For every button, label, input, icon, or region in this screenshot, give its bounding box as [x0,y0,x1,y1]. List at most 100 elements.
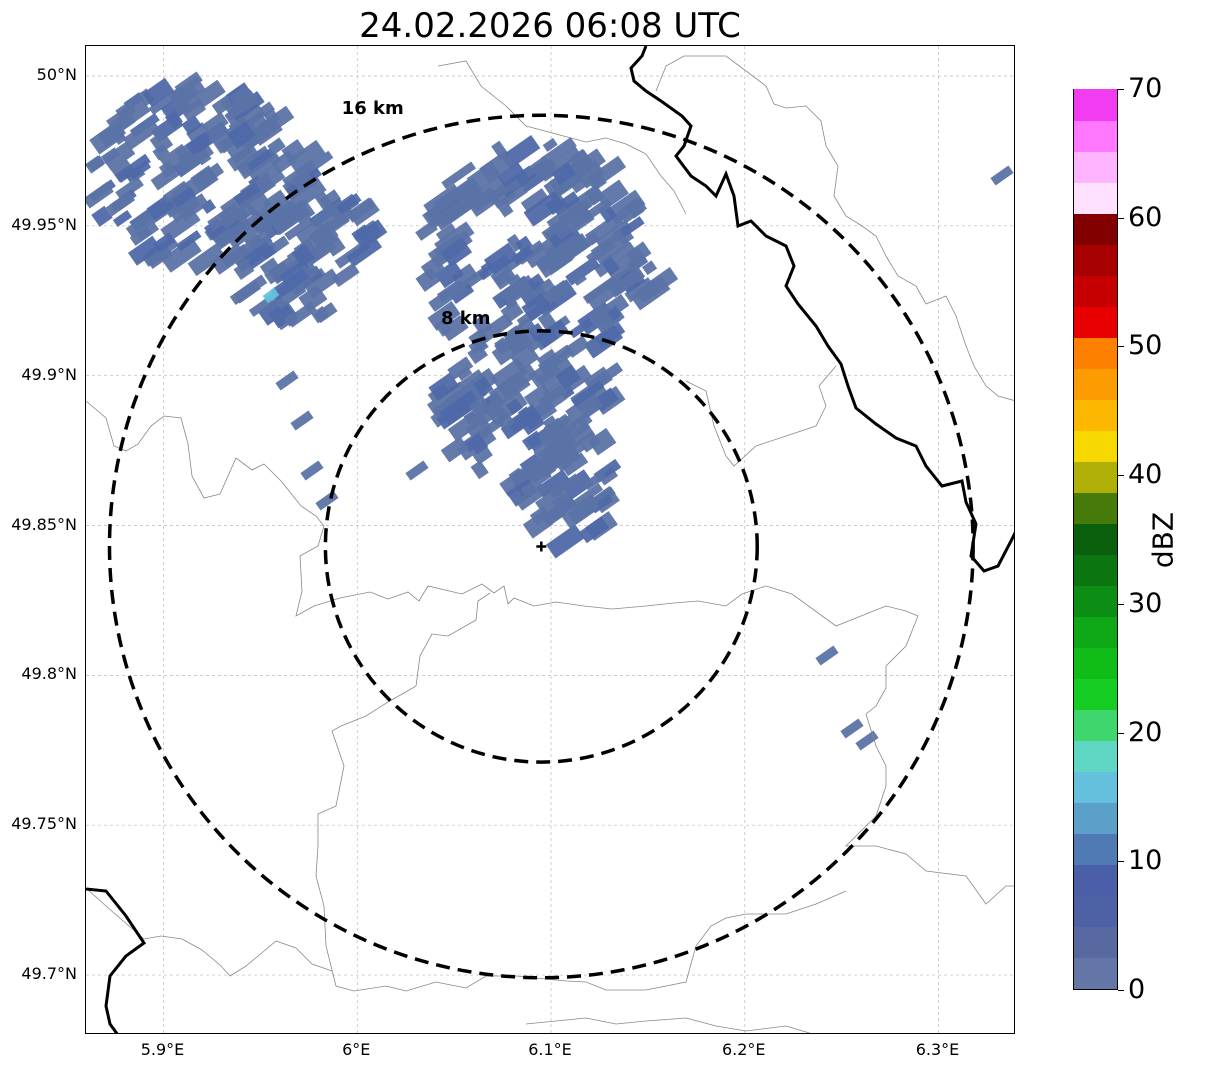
echo-pixel [477,313,514,344]
echo-pixel [483,242,519,275]
echo-pixel [549,245,565,261]
echo-pixel [428,280,467,312]
echo-pixel [515,235,533,254]
echo-pixel [562,231,600,263]
echo-pixel [91,205,113,227]
echo-pixel [315,490,339,511]
echo-pixel [168,76,206,109]
echo-pixel [125,213,154,238]
echo-pixel [420,256,446,281]
echo-pixel [270,199,311,236]
echo-pixel [547,478,571,499]
echo-pixel [353,219,388,250]
echo-pixel [435,199,474,231]
echo-pixel [537,431,576,463]
echo-pixel [149,130,174,155]
echo-pixel [520,482,537,498]
echo-pixel [331,203,356,227]
colorbar-tick-mark [1118,475,1124,477]
echo-pixel [524,453,559,484]
echo-pixel [541,217,568,241]
lat-tick-label: 49.7°N [21,964,77,984]
colorbar-tick-label: 10 [1128,845,1163,877]
admin-border-line [525,1017,811,1033]
echo-pixel [495,197,514,218]
colorbar-segment [1074,554,1117,586]
echo-pixel [506,273,524,291]
echo-pixel [226,121,256,149]
colorbar-segment [1074,151,1117,183]
echo-pixel [493,270,511,286]
echo-pixel [158,160,177,178]
colorbar-segment [1074,492,1117,524]
echo-pixel [262,189,288,212]
echo-pixel [551,162,576,186]
echo-pixel [428,372,460,402]
colorbar-segment [1074,709,1117,741]
echo-pixel [308,221,339,250]
colorbar-segment [1074,895,1117,927]
range-ring-label: 16 km [341,98,404,120]
echo-pixel [528,278,554,299]
colorbar-segment [1074,399,1117,431]
echo-pixel [423,183,464,218]
colorbar-segment [1074,833,1117,865]
colorbar-segment [1074,957,1117,989]
echo-pixel [550,146,582,173]
echo-pixel [293,172,314,191]
echo-pixel [102,141,136,171]
echo-pixel [561,452,589,477]
echo-pixel [523,190,565,227]
echo-pixel [587,427,617,456]
colorbar-segment [1074,89,1117,121]
echo-pixel [440,436,469,463]
echo-pixel [467,343,489,365]
echo-pixel [336,192,362,215]
echo-pixel [519,411,545,436]
echo-pixel [128,235,162,266]
echo-pixel [263,108,281,126]
echo-pixel [235,217,253,235]
echo-pixel [501,184,528,207]
lon-tick-label: 5.9°E [140,1040,185,1059]
echo-pixel [569,318,594,339]
colorbar-segment [1074,678,1117,710]
echo-pixel [434,260,465,289]
colorbar-tick-label: 40 [1128,459,1163,491]
echo-pixel [283,312,298,327]
colorbar-segment [1074,120,1117,152]
echo-pixel [194,79,226,108]
admin-border-line [315,592,847,992]
echo-pixel [538,415,578,450]
echo-pixel [122,118,161,151]
echo-pixel [542,137,558,152]
echo-pixel [463,433,485,453]
echo-pixel [86,155,105,174]
echo-pixel [545,524,585,559]
echo-pixel [115,176,144,201]
colorbar-segment [1074,740,1117,772]
colorbar-segment [1074,213,1117,245]
echo-pixel [466,161,502,193]
echo-pixel [233,280,262,304]
colorbar-segment [1074,430,1117,462]
colorbar-tick-label: 0 [1128,974,1146,1005]
colorbar-tick-mark [1118,89,1124,90]
range-rings [107,113,975,980]
echo-pixel [160,237,202,273]
colorbar-tick-mark [1118,217,1124,219]
echo-pixel [467,175,509,212]
echo-pixel [232,88,259,114]
lat-tick-label: 49.85°N [11,514,77,534]
colorbar-tick-mark [1118,346,1124,348]
echo-pixel [440,237,473,268]
colorbar-tick-label: 30 [1128,587,1163,619]
echo-pixel [506,398,523,415]
echo-pixel [304,268,340,299]
country-border-line [86,887,147,1033]
radar-map[interactable] [85,45,1015,1034]
echo-pixel [494,337,509,351]
range-ring-16km [107,113,975,980]
echo-pixel [415,220,438,241]
echo-pixel [577,430,601,453]
